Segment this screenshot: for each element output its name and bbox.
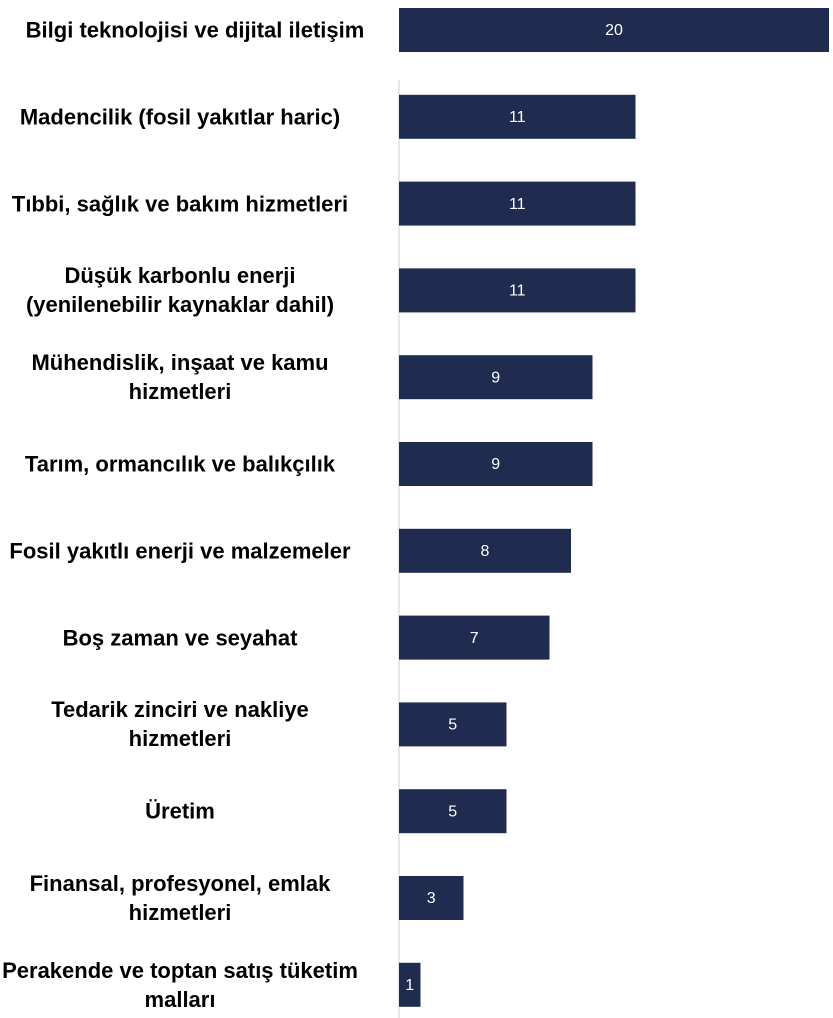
value-label: 9 xyxy=(491,369,500,386)
value-label: 11 xyxy=(509,196,526,213)
bar xyxy=(399,789,507,834)
bar xyxy=(399,181,636,226)
bar xyxy=(399,702,507,747)
value-label: 5 xyxy=(448,717,457,734)
value-label: 20 xyxy=(605,22,623,39)
category-label: Tedarik zinciri ve nakliye hizmetleri xyxy=(51,697,309,752)
category-label: Tarım, ormancılık ve balıkçılık xyxy=(24,451,336,477)
bar xyxy=(399,268,636,313)
bar xyxy=(399,355,593,400)
value-label: 11 xyxy=(509,109,526,126)
bar xyxy=(399,615,550,660)
bar xyxy=(399,876,464,920)
value-label: 3 xyxy=(427,890,436,907)
category-label: Tıbbi, sağlık ve bakım hizmetleri xyxy=(11,191,349,217)
bar xyxy=(399,528,571,573)
value-label: 8 xyxy=(481,543,490,560)
bar xyxy=(399,442,593,486)
value-label: 1 xyxy=(405,977,414,994)
category-label: Madencilik (fosil yakıtlar haric) xyxy=(19,104,341,130)
value-label: 5 xyxy=(448,803,457,820)
bar xyxy=(399,8,829,52)
category-label: Boş zaman ve seyahat xyxy=(62,625,298,651)
bar xyxy=(399,962,421,1007)
category-label: Mühendislik, inşaat ve kamu hizmetleri xyxy=(31,350,329,405)
value-label: 7 xyxy=(470,630,479,647)
category-label: Finansal, profesyonel, emlak hizmetleri xyxy=(29,871,331,925)
category-label: Perakende ve toptan satış tüketim mallar… xyxy=(2,957,358,1012)
bar xyxy=(399,94,636,139)
category-label: Üretim xyxy=(145,798,215,824)
value-label: 11 xyxy=(509,283,526,300)
value-label: 9 xyxy=(491,456,500,473)
category-label: Düşük karbonlu enerji (yenilenebilir kay… xyxy=(25,263,335,318)
category-label: Fosil yakıtlı enerji ve malzemeler xyxy=(9,538,351,564)
category-label: Bilgi teknolojisi ve dijital iletişim xyxy=(25,17,365,43)
